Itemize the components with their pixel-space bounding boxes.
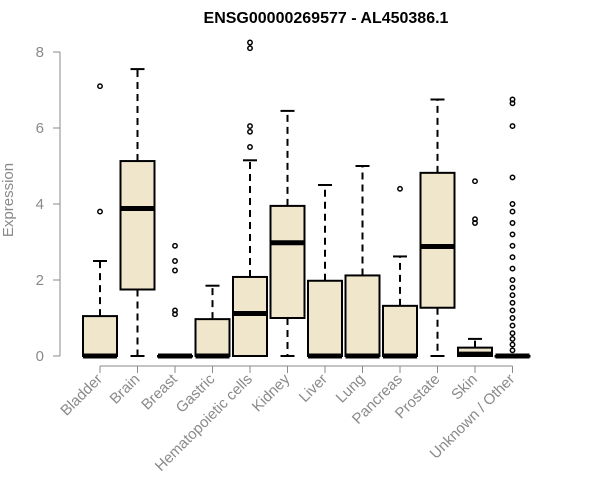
- box-iqr: [82, 315, 118, 358]
- y-tick-label: 4: [36, 196, 44, 213]
- outlier-point: [509, 220, 516, 226]
- outlier-point: [509, 208, 516, 215]
- outlier-point: [509, 277, 516, 283]
- outlier-point: [172, 258, 178, 264]
- y-tick-label: 2: [36, 272, 44, 289]
- outlier-point: [247, 45, 253, 52]
- y-tick-label: 0: [36, 348, 44, 365]
- outlier-point: [509, 265, 516, 272]
- boxplot-series: [82, 39, 531, 359]
- outlier-point: [472, 178, 478, 185]
- outlier-point: [509, 335, 516, 342]
- outlier-point: [509, 299, 516, 306]
- box-iqr: [194, 318, 231, 358]
- box-skin: [457, 178, 493, 358]
- box-prostate: [419, 98, 456, 357]
- box-iqr: [419, 171, 456, 309]
- box-gastric: [194, 284, 231, 359]
- box-iqr: [344, 274, 381, 357]
- outlier-point: [509, 254, 516, 261]
- outlier-point: [247, 123, 253, 130]
- outlier-point: [509, 315, 516, 321]
- outlier-point: [247, 128, 253, 135]
- outlier-point: [509, 242, 516, 249]
- box-unknown-other: [494, 96, 531, 359]
- box-breast: [157, 242, 193, 359]
- outlier-point: [509, 292, 516, 299]
- outlier-point: [247, 39, 253, 46]
- chart-title: ENSG00000269577 - AL450386.1: [204, 10, 449, 27]
- x-tick-label: Kidney: [249, 370, 294, 415]
- outlier-point: [509, 201, 516, 207]
- outlier-point: [472, 216, 478, 223]
- box-brain: [119, 68, 156, 357]
- outlier-point: [509, 322, 516, 329]
- outlier-point: [509, 341, 516, 348]
- outlier-point: [509, 347, 516, 354]
- outlier-point: [509, 174, 516, 181]
- y-axis-label: Expression: [0, 163, 17, 237]
- box-iqr: [119, 160, 156, 291]
- box-liver: [307, 184, 343, 359]
- box-bladder: [82, 83, 118, 359]
- outlier-point: [509, 231, 516, 238]
- box-iqr: [269, 204, 306, 319]
- outlier-point: [509, 284, 516, 291]
- x-tick-label: Skin: [448, 371, 481, 404]
- box-kidney: [269, 109, 306, 357]
- y-tick-label: 8: [36, 44, 44, 61]
- outlier-point: [172, 267, 178, 274]
- box-pancreas: [382, 185, 418, 359]
- outlier-point: [509, 123, 516, 130]
- outlier-point: [97, 83, 103, 90]
- box-iqr: [232, 275, 268, 357]
- outlier-point: [509, 307, 516, 314]
- box-iqr: [307, 279, 343, 358]
- x-tick-label: Liver: [296, 371, 331, 406]
- x-tick-label: Bladder: [57, 371, 106, 420]
- y-axis: 0 2 4 6 8: [36, 44, 61, 365]
- box-iqr: [382, 304, 418, 357]
- y-tick-label: 6: [36, 120, 44, 137]
- outlier-point: [397, 185, 403, 192]
- box-hematopoietic-cells: [232, 39, 268, 357]
- outlier-point: [172, 242, 178, 249]
- box-lung: [344, 165, 381, 359]
- outlier-point: [509, 330, 516, 337]
- outlier-point: [247, 144, 253, 150]
- outlier-point: [172, 307, 178, 314]
- outlier-point: [97, 208, 103, 215]
- outlier-point: [509, 96, 516, 103]
